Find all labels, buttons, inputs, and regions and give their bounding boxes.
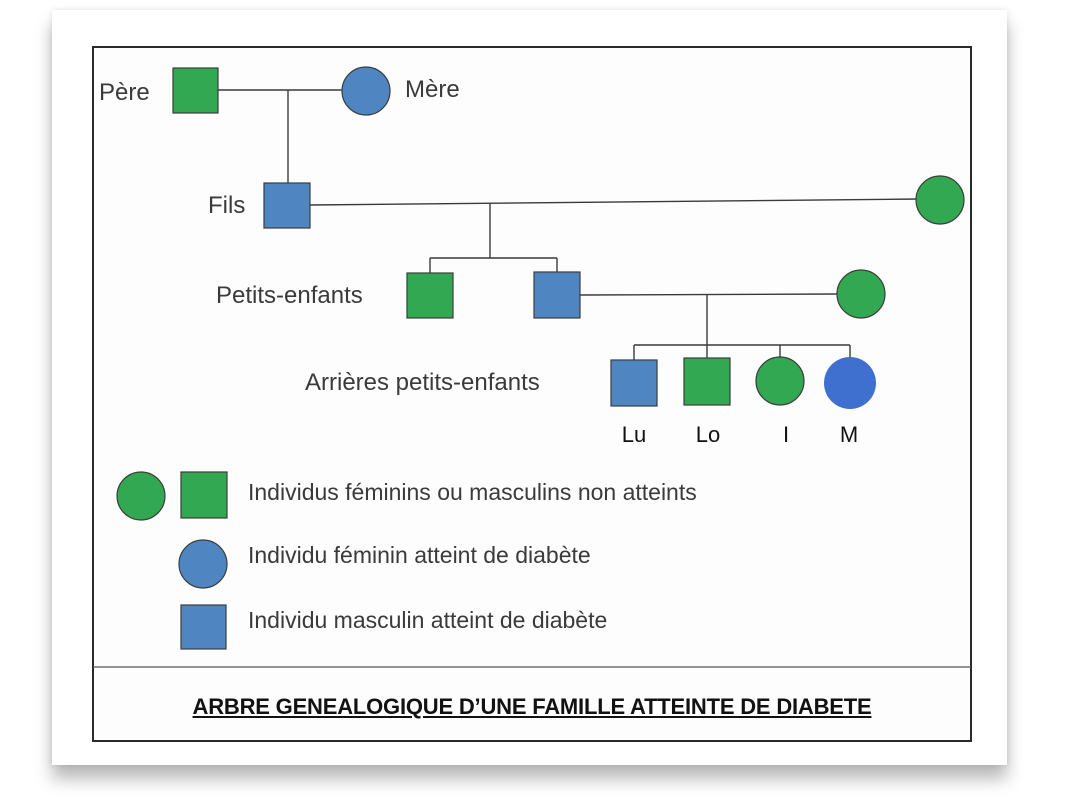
- label-mere: Mère: [405, 76, 460, 103]
- label-fils: Fils: [208, 192, 245, 219]
- i-circle: [755, 356, 805, 406]
- marriage-line-g2: [309, 198, 919, 206]
- petit-enfant-1-square: [406, 272, 454, 319]
- legend-affected-female-text: Individu féminin atteint de diabète: [248, 542, 591, 568]
- legend-unaffected-text: Individus féminins ou masculins non atte…: [248, 479, 697, 505]
- pedigree-lines: [218, 89, 919, 360]
- label-pere: Père: [99, 79, 150, 106]
- mere-circle: [341, 66, 391, 116]
- m-circle: [824, 357, 876, 409]
- lo-square: [683, 357, 731, 406]
- legend-affected-female-circle: [178, 539, 228, 589]
- legend-affected-male-square: [180, 604, 227, 650]
- marriage-line-g3: [579, 293, 839, 296]
- name-lu: Lu: [622, 422, 646, 447]
- legend: Individus féminins ou masculins non atte…: [116, 471, 697, 650]
- name-lo: Lo: [696, 422, 720, 447]
- label-petits-enfants: Petits-enfants: [216, 282, 363, 309]
- figure-title: ARBRE GENEALOGIQUE D’UNE FAMILLE ATTEINT…: [192, 694, 872, 719]
- petit-enfant-2-square: [533, 271, 581, 319]
- legend-unaffected-square: [180, 471, 228, 519]
- figure-frame: [92, 46, 972, 742]
- legend-unaffected-circle: [116, 471, 166, 521]
- pere-square: [172, 67, 219, 114]
- name-m: M: [840, 422, 858, 447]
- fils-square: [263, 182, 311, 229]
- name-i: I: [783, 422, 789, 447]
- lu-square: [610, 359, 658, 407]
- label-arrieres-petits-enfants: Arrières petits-enfants: [305, 369, 540, 396]
- fils-spouse-circle: [915, 175, 965, 225]
- legend-affected-male-text: Individu masculin atteint de diabète: [248, 607, 607, 633]
- petit-enfant-2-spouse-circle: [836, 269, 886, 319]
